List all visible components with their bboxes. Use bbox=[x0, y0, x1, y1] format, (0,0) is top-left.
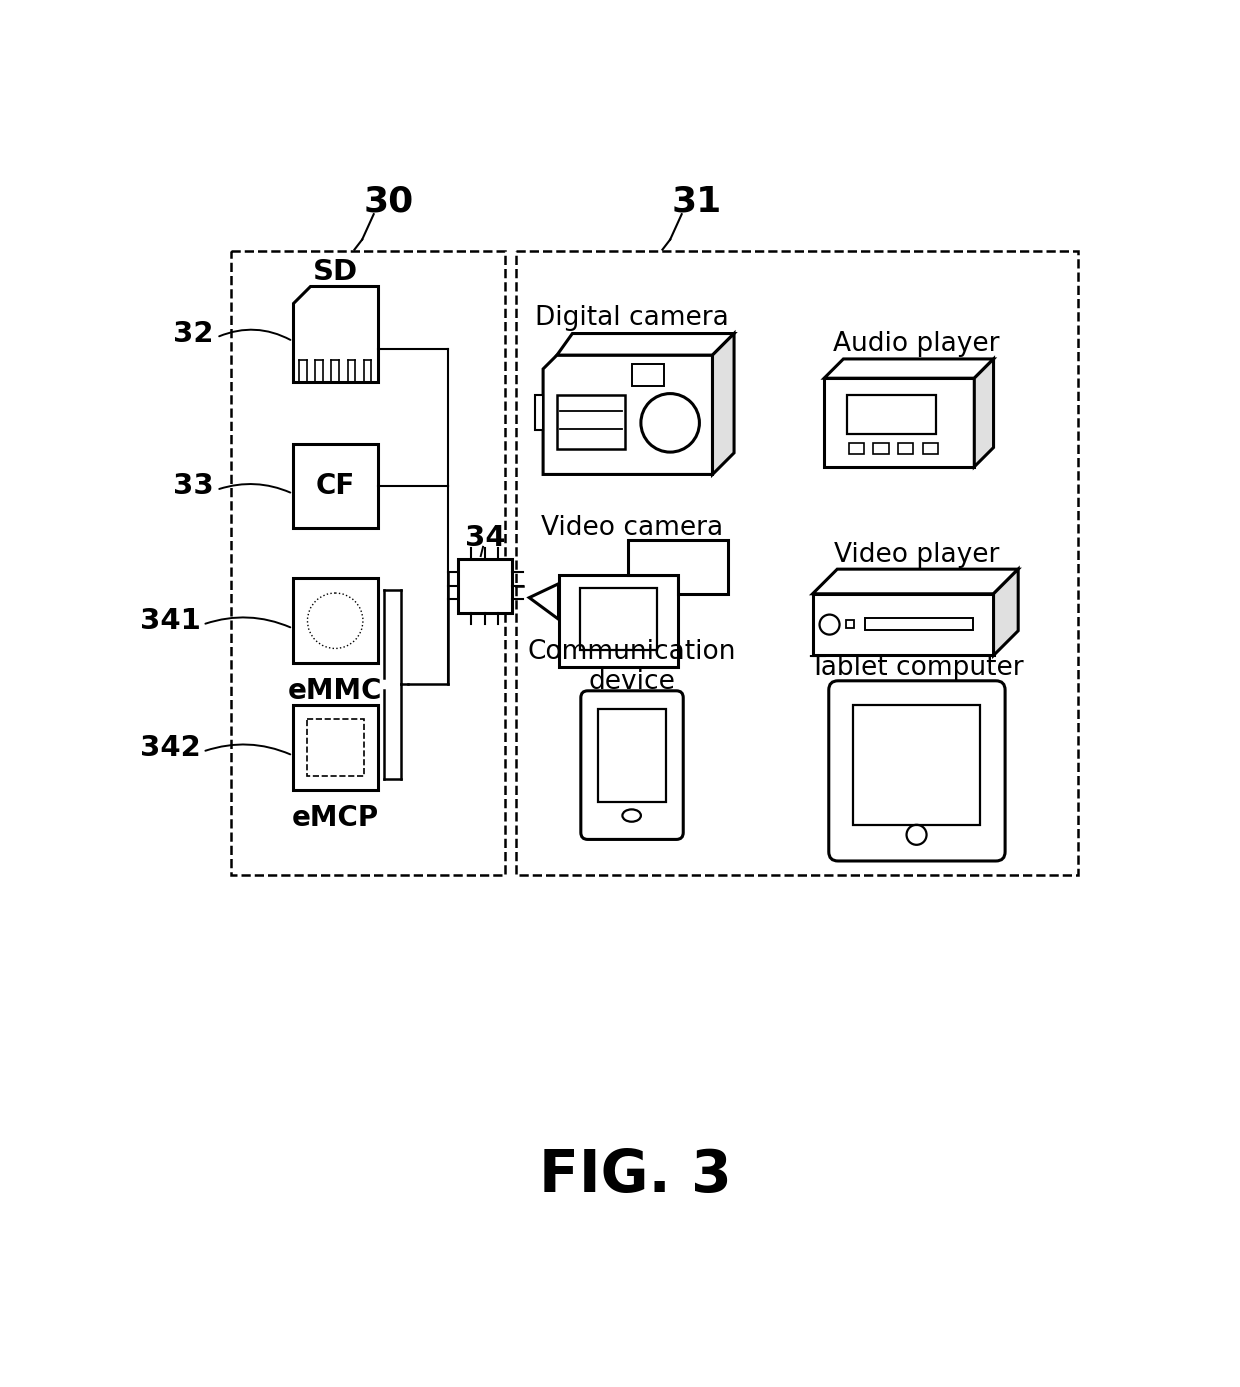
Polygon shape bbox=[293, 286, 377, 381]
Polygon shape bbox=[898, 442, 914, 454]
Polygon shape bbox=[293, 444, 377, 528]
Polygon shape bbox=[306, 720, 363, 777]
Polygon shape bbox=[825, 359, 993, 379]
Text: 33: 33 bbox=[172, 472, 213, 499]
Polygon shape bbox=[459, 559, 512, 613]
Text: 30: 30 bbox=[365, 184, 414, 218]
Text: Digital camera: Digital camera bbox=[534, 305, 729, 331]
Polygon shape bbox=[993, 569, 1018, 656]
Polygon shape bbox=[853, 706, 981, 825]
Polygon shape bbox=[847, 620, 854, 628]
Polygon shape bbox=[558, 574, 678, 667]
Polygon shape bbox=[536, 395, 543, 430]
Polygon shape bbox=[557, 395, 625, 449]
Polygon shape bbox=[975, 359, 993, 467]
Polygon shape bbox=[873, 442, 889, 454]
Polygon shape bbox=[580, 588, 657, 651]
Text: 342: 342 bbox=[140, 734, 201, 761]
Text: Tablet computer: Tablet computer bbox=[810, 656, 1024, 681]
FancyBboxPatch shape bbox=[828, 681, 1006, 861]
Polygon shape bbox=[812, 594, 993, 656]
Polygon shape bbox=[847, 395, 936, 434]
Polygon shape bbox=[627, 540, 728, 594]
Text: eMMC: eMMC bbox=[288, 677, 382, 705]
Polygon shape bbox=[631, 365, 663, 386]
Text: CF: CF bbox=[315, 472, 355, 499]
Polygon shape bbox=[923, 442, 939, 454]
Polygon shape bbox=[557, 333, 734, 355]
Polygon shape bbox=[713, 333, 734, 474]
FancyBboxPatch shape bbox=[580, 691, 683, 839]
Polygon shape bbox=[293, 706, 377, 791]
Text: eMCP: eMCP bbox=[291, 804, 378, 832]
Polygon shape bbox=[812, 569, 1018, 594]
Text: SD: SD bbox=[312, 258, 358, 286]
Text: Video camera: Video camera bbox=[541, 516, 723, 541]
Text: Audio player: Audio player bbox=[833, 330, 999, 356]
Polygon shape bbox=[293, 578, 377, 663]
Text: FIG. 3: FIG. 3 bbox=[539, 1147, 732, 1204]
Polygon shape bbox=[849, 442, 864, 454]
Polygon shape bbox=[598, 709, 666, 802]
Text: 341: 341 bbox=[140, 606, 201, 635]
Polygon shape bbox=[543, 355, 713, 474]
Polygon shape bbox=[866, 619, 972, 630]
Polygon shape bbox=[825, 379, 975, 467]
Text: 34: 34 bbox=[465, 523, 506, 552]
Text: Video player: Video player bbox=[833, 542, 999, 569]
Text: Communication
device: Communication device bbox=[527, 639, 735, 695]
Text: 32: 32 bbox=[174, 319, 213, 348]
Text: 31: 31 bbox=[672, 184, 722, 218]
Polygon shape bbox=[529, 584, 558, 619]
